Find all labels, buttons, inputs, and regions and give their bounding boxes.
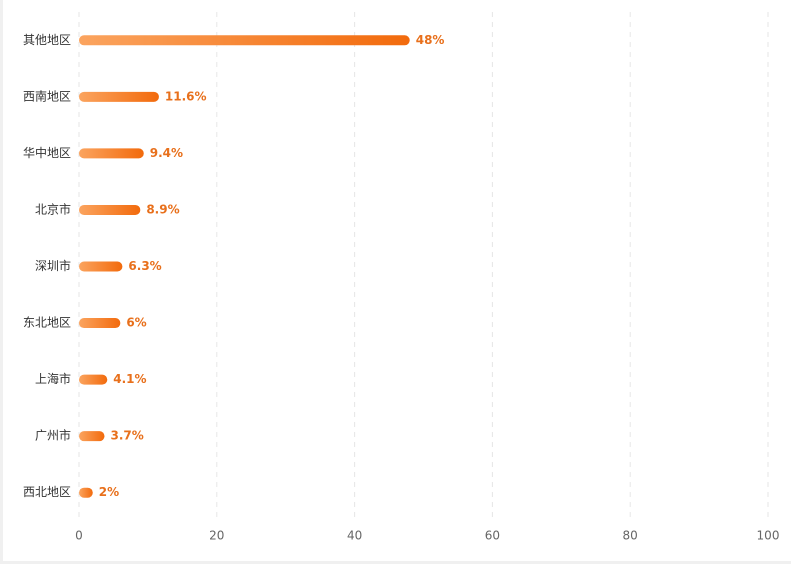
y-tick-label: 上海市 <box>35 371 71 386</box>
data-label: 6.3% <box>128 259 161 273</box>
left-edge <box>0 0 3 564</box>
x-tick-label: 20 <box>209 529 224 543</box>
bar <box>79 91 159 102</box>
data-label: 6% <box>126 316 146 330</box>
bar <box>79 35 410 46</box>
data-label: 11.6% <box>165 89 207 103</box>
x-tick-label: 0 <box>75 529 83 543</box>
y-tick-label: 华中地区 <box>23 145 71 160</box>
x-tick-label: 80 <box>623 529 638 543</box>
x-tick-label: 60 <box>485 529 500 543</box>
bottom-edge <box>0 561 791 564</box>
data-label: 9.4% <box>150 146 183 160</box>
y-tick-label: 深圳市 <box>35 258 71 273</box>
bar <box>79 148 144 159</box>
y-tick-label: 北京市 <box>35 201 71 216</box>
data-label: 48% <box>416 33 445 47</box>
y-tick-label: 东北地区 <box>23 316 71 330</box>
data-label: 2% <box>99 485 119 499</box>
x-tick-label: 40 <box>347 529 362 543</box>
data-label: 8.9% <box>146 202 179 216</box>
y-tick-label: 广州市 <box>35 428 71 443</box>
x-tick-label: 100 <box>757 529 780 543</box>
data-label: 3.7% <box>110 429 143 443</box>
bar <box>79 374 108 385</box>
bar <box>79 431 105 442</box>
bar <box>79 204 141 215</box>
bar <box>79 261 123 272</box>
data-label: 4.1% <box>113 372 146 386</box>
y-tick-label: 其他地区 <box>23 33 71 47</box>
bar <box>79 487 93 498</box>
y-tick-label: 西南地区 <box>23 88 71 103</box>
y-tick-label: 西北地区 <box>23 485 71 499</box>
bar <box>79 318 121 329</box>
